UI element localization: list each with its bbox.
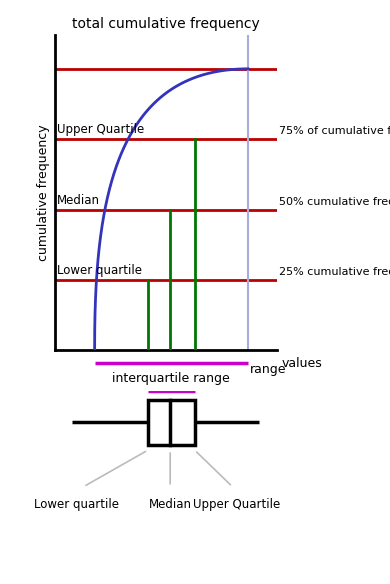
Text: Median: Median (149, 498, 192, 511)
Text: values: values (281, 357, 322, 370)
Title: total cumulative frequency: total cumulative frequency (72, 17, 260, 31)
Text: Upper Quartile: Upper Quartile (57, 123, 144, 137)
Text: Lower quartile: Lower quartile (57, 264, 142, 277)
Text: Median: Median (57, 194, 100, 207)
Text: 75% of cumulative freq.: 75% of cumulative freq. (279, 126, 390, 137)
Text: interquartile range: interquartile range (112, 372, 230, 385)
Text: Lower quartile: Lower quartile (34, 498, 119, 511)
Text: Upper Quartile: Upper Quartile (193, 498, 280, 511)
Bar (148, 400, 195, 444)
Text: range: range (250, 363, 287, 377)
Text: 50% cumulative freq.: 50% cumulative freq. (279, 197, 390, 207)
Text: 25% cumulative freq.: 25% cumulative freq. (279, 267, 390, 277)
Y-axis label: cumulative frequency: cumulative frequency (37, 124, 50, 261)
